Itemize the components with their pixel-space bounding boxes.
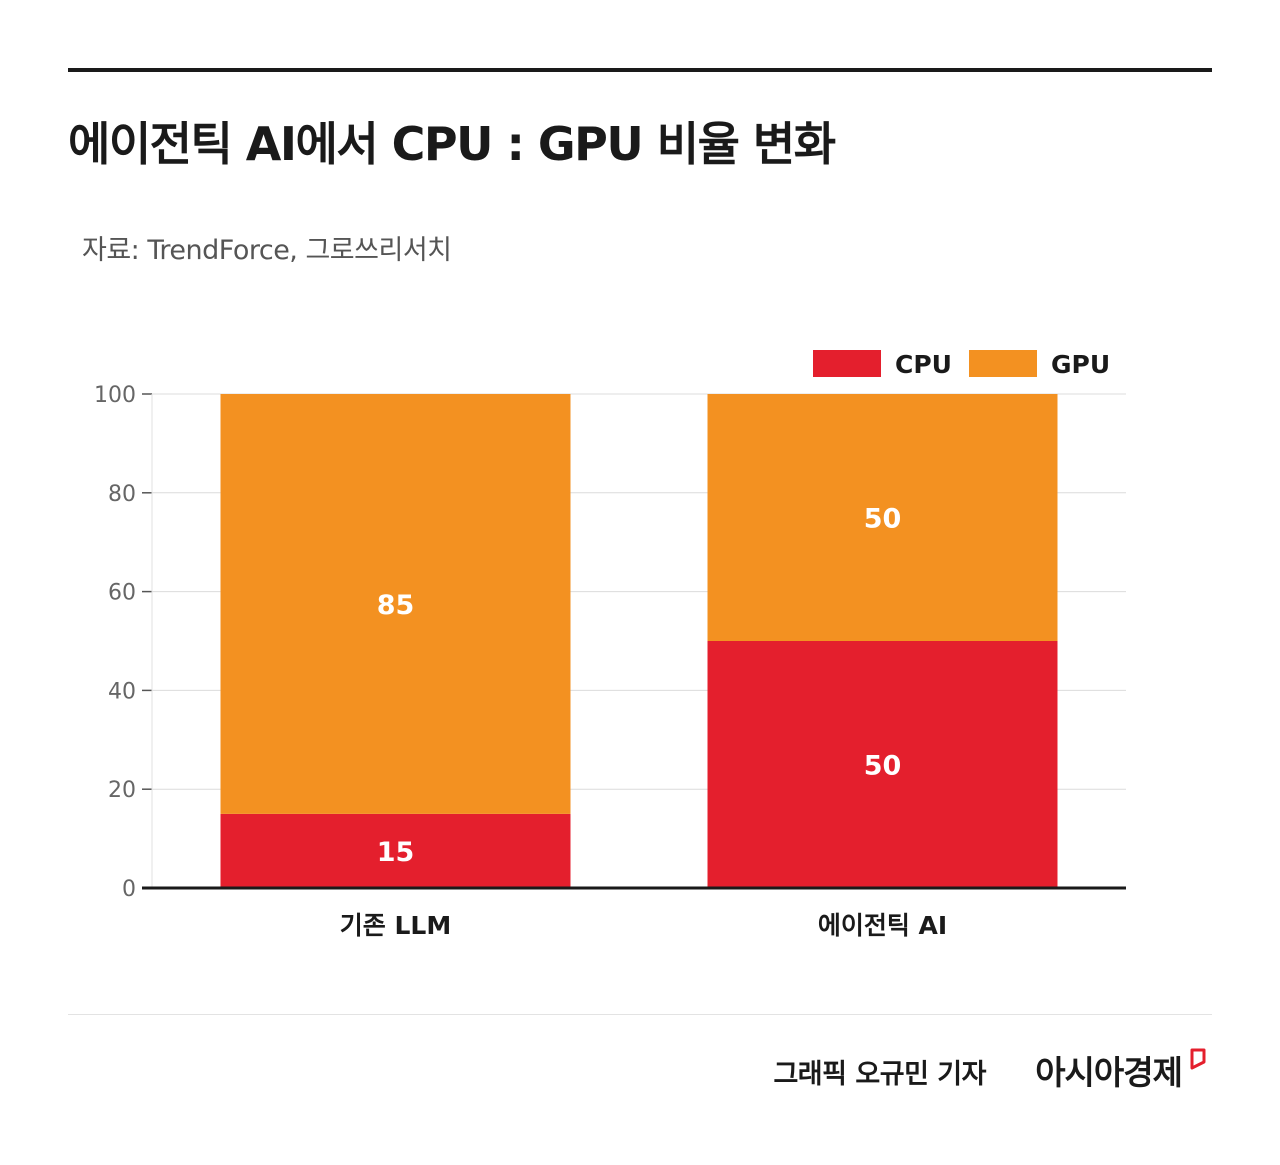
bar-segment-gpu <box>707 394 1058 641</box>
data-label: 15 <box>377 837 415 868</box>
legend-label-cpu: CPU <box>895 350 952 379</box>
data-label: 50 <box>864 504 902 535</box>
legend-label-gpu: GPU <box>1051 350 1110 379</box>
y-tick-label: 80 <box>108 482 136 507</box>
x-category-label: 에이전틱 AI <box>818 911 947 940</box>
y-tick-label: 40 <box>108 679 136 704</box>
y-tick-label: 0 <box>122 877 136 902</box>
legend-swatch-cpu <box>813 350 881 377</box>
source-note: 자료: TrendForce, 그로쓰리서치 <box>82 235 452 266</box>
y-tick-label: 20 <box>108 778 136 803</box>
bar-segment-gpu <box>220 394 571 814</box>
bar-segment-cpu <box>220 813 571 888</box>
y-tick-label: 100 <box>94 383 136 408</box>
stacked-bar-chart: 0 20 40 60 80 100 15 85 기존 LLM 50 50 에이전틱 AI CPU GPU <box>94 350 1126 940</box>
publisher-logo-icon <box>1190 1048 1206 1070</box>
bar-segment-cpu <box>707 641 1058 888</box>
legend-swatch-gpu <box>969 350 1037 377</box>
y-tick-label: 60 <box>108 581 136 606</box>
data-label: 85 <box>377 590 415 621</box>
chart-title: 에이전틱 AI에서 CPU : GPU 비율 변화 <box>68 117 836 171</box>
x-category-label: 기존 LLM <box>340 911 451 940</box>
graphic-credit: 그래픽 오규민 기자 <box>773 1059 986 1090</box>
data-label: 50 <box>864 751 902 782</box>
footer-rule <box>68 1014 1212 1015</box>
top-rule <box>68 68 1212 72</box>
publisher-logo-text: 아시아경제 <box>1035 1053 1183 1092</box>
